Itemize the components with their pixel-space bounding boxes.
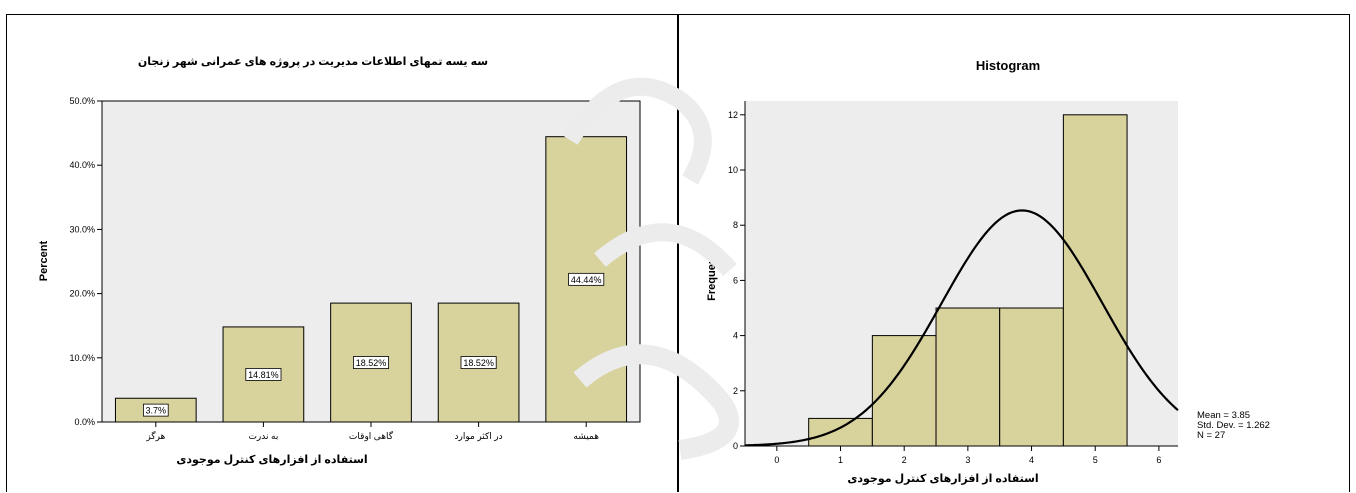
histogram-y-tick-label: 12 (728, 110, 738, 120)
bar-y-axis-label: Percent (38, 240, 50, 281)
histogram-y-tick-label: 4 (733, 331, 738, 341)
histogram-panel: Histogram 0 2 4 6 8 10 12 0 1 2 3 4 5 6 استفاده از اف… (678, 14, 1350, 492)
histogram-y-tick-label: 0 (733, 441, 738, 451)
bar-data-label: 14.81% (248, 370, 279, 380)
bar-x-tick-label: هرگز (145, 430, 165, 441)
histogram-bin (935, 307, 1001, 447)
bar-chart-title: سه یسه تمهای اطلاعات مدیریت در پروژه های… (138, 56, 488, 68)
histogram-y-tick-label: 10 (728, 165, 738, 175)
stat-n: N = 27 (1197, 430, 1225, 441)
bar-chart-panel: سه یسه تمهای اطلاعات مدیریت در پروژه های… (6, 14, 678, 492)
bar-x-tick-label: در اکثر موارد (455, 431, 503, 441)
bar-data-label: 3.7% (146, 406, 167, 416)
normal-curve (744, 209, 1179, 447)
bar-y-tick-label: 20.0% (69, 289, 95, 299)
histogram-bin (871, 335, 937, 447)
histogram-y-tick-label: 6 (733, 275, 738, 285)
histogram-x-tick-label: 3 (965, 455, 970, 465)
histogram-x-tick-label: 4 (1029, 455, 1034, 465)
histogram-x-tick-label: 1 (838, 455, 843, 465)
stat-std-dev: Std. Dev. = 1.262 (1197, 420, 1270, 431)
bar-data-label-box (460, 356, 497, 369)
histogram-x-tick-label: 5 (1093, 455, 1098, 465)
histogram-y-tick-label: 8 (733, 220, 738, 230)
bar-y-tick-label: 30.0% (69, 224, 95, 234)
bar-data-label: 18.52% (463, 358, 494, 368)
stat-mean: Mean = 3.85 (1197, 410, 1250, 421)
bar-x-axis-label: استفاده از افزارهای کنترل موجودی (176, 454, 367, 466)
bar-data-label: 18.52% (356, 358, 387, 368)
bar-x-tick-label: همیشه (573, 431, 599, 441)
bar-y-tick-label: 50.0% (69, 96, 95, 106)
bar-y-tick-label: 40.0% (69, 160, 95, 170)
bar-data-label: 44.44% (571, 275, 602, 285)
bar-data-label-box (245, 368, 282, 381)
histogram-x-tick-label: 6 (1156, 455, 1161, 465)
histogram-x-tick-label: 0 (774, 455, 779, 465)
bar-x-axis: هرگز به ندرت گاهی اوقات در اکثر موارد همیشه (145, 422, 599, 441)
bar-data-label-box (568, 272, 605, 286)
histogram-bin (1062, 114, 1128, 447)
bar-x-tick-label: گاهی اوقات (349, 430, 394, 441)
histogram-title: Histogram (976, 58, 1040, 73)
histogram-x-axis-label: استفاده از افزارهای کنترل موجودی (847, 473, 1038, 485)
histogram-bins (808, 114, 1128, 447)
histogram-y-axis-label: Frequency (706, 244, 718, 301)
bar-y-tick-label: 10.0% (69, 353, 95, 363)
bar-data-label-box (352, 356, 389, 369)
bar-data-label-box (142, 403, 169, 417)
bar-y-axis: 0.0% 10.0% 20.0% 30.0% 40.0% 50.0% (69, 96, 102, 427)
histogram-y-tick-label: 2 (733, 386, 738, 396)
histogram-bin (999, 307, 1064, 447)
histogram-stats: Mean = 3.85 Std. Dev. = 1.262 N = 27 (1197, 410, 1270, 441)
bar-x-tick-label: به ندرت (248, 431, 278, 441)
bar-chart: سه یسه تمهای اطلاعات مدیریت در پروژه های… (38, 56, 641, 466)
histogram-x-tick-label: 2 (902, 455, 907, 465)
bar-y-tick-label: 0.0% (74, 417, 95, 427)
histogram-bin (808, 417, 873, 447)
